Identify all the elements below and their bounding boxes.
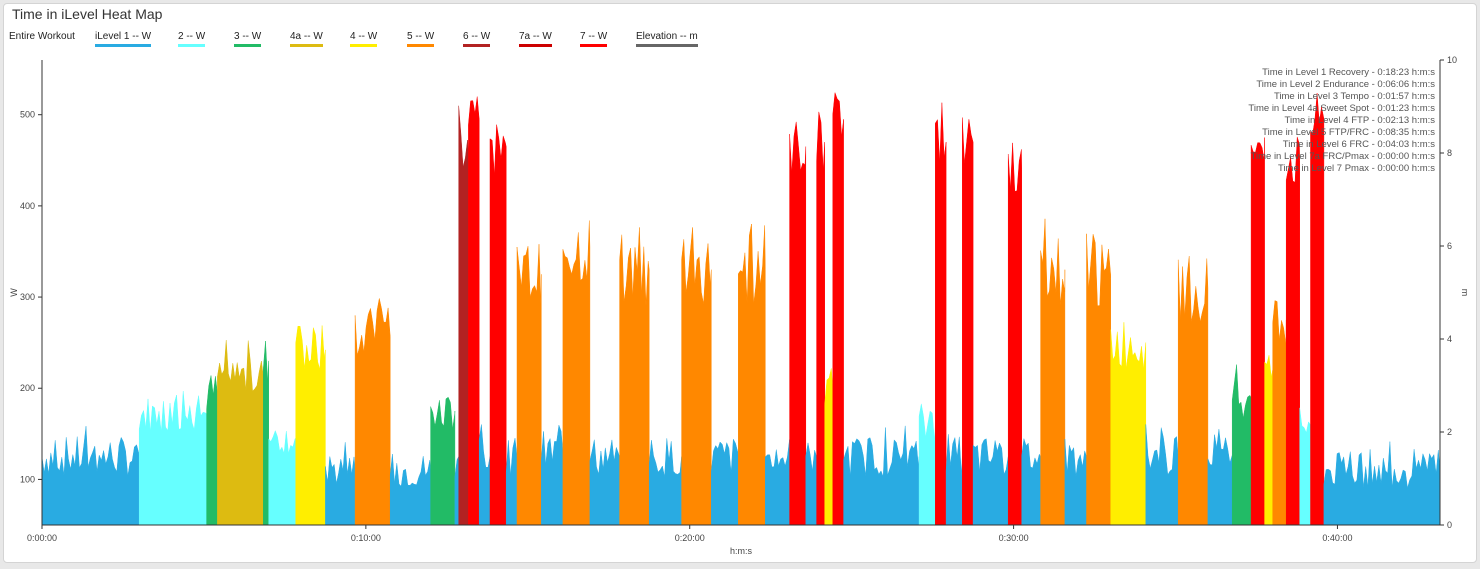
y2-axis-label: m: [1460, 289, 1470, 297]
power-segment-level-7: [1285, 136, 1300, 526]
power-segment-level-1: [1207, 429, 1233, 526]
summary-line: Time in Level 4a Sweet Spot - 0:01:23 h:…: [1248, 103, 1435, 114]
power-segment-level-1: [41, 426, 140, 526]
power-segment-level-7: [962, 117, 974, 526]
power-segment-level-1: [389, 454, 431, 526]
power-segment-level-1: [589, 439, 620, 526]
y-tick-label: 400: [20, 201, 35, 211]
power-segment-level-2: [268, 429, 296, 526]
y-tick-label: 500: [20, 110, 35, 120]
power-segment-level-5: [1086, 233, 1111, 526]
legend-item[interactable]: iLevel 1 -- W: [95, 31, 152, 47]
power-segment-level-7: [1250, 137, 1265, 526]
power-segment-level-5: [738, 223, 766, 526]
power-segment-level-5: [1177, 256, 1209, 526]
y-tick-label: 200: [20, 383, 35, 393]
power-segment-level-5: [354, 298, 391, 526]
power-segment-level-5: [562, 220, 591, 526]
power-segment-level-5: [1272, 300, 1287, 526]
power-segment-level-7: [489, 124, 507, 526]
power-segment-level-4: [1264, 355, 1273, 526]
legend-item[interactable]: 5 -- W: [407, 31, 435, 47]
legend-item[interactable]: 6 -- W: [463, 31, 491, 47]
summary-line: Time in Level 5 FTP/FRC - 0:08:35 h:m:s: [1262, 127, 1435, 138]
x-tick-label: 0:30:00: [999, 533, 1029, 543]
legend-item[interactable]: 7 -- W: [580, 31, 608, 47]
power-segment-level-1: [1323, 441, 1441, 526]
power-segment-level-1: [945, 434, 963, 526]
power-segment-level-1: [972, 438, 1009, 526]
chart-axes: 100 200 300 400 500 0 2 4 6 8 10 0:00:00 0:10:00 0:20…: [9, 55, 1470, 556]
legend-item[interactable]: 3 -- W: [234, 31, 262, 47]
legend-item[interactable]: 7a -- W: [519, 31, 552, 47]
power-segment-level-3: [263, 340, 269, 526]
y2-tick-label: 6: [1447, 241, 1452, 251]
legend-item[interactable]: 4 -- W: [350, 31, 378, 47]
power-segment-level-2: [138, 390, 207, 526]
legend-item[interactable]: 2 -- W: [178, 31, 206, 47]
power-segment-level-1: [1145, 424, 1179, 526]
power-segment-level-1: [1064, 439, 1087, 526]
power-segment-level-1: [711, 438, 739, 526]
summary-line: Time in Level 3 Tempo - 0:01:57 h:m:s: [1274, 91, 1435, 102]
y-axis-label: W: [9, 288, 19, 297]
power-segment-level-1: [648, 438, 682, 526]
y2-tick-label: 8: [1447, 148, 1452, 158]
power-segment-level-2: [1299, 407, 1311, 526]
workout-scope-label[interactable]: Entire Workout: [9, 31, 75, 42]
power-segment-level-3: [206, 375, 218, 526]
x-tick-label: 0:40:00: [1322, 533, 1352, 543]
power-segment-level-1: [478, 424, 491, 526]
panel-title: Time in iLevel Heat Map: [12, 6, 163, 22]
power-segment-level-3: [1231, 364, 1252, 526]
power-segment-level-1: [505, 438, 518, 526]
power-segment-level-4: [1110, 322, 1147, 526]
power-segment-level-1: [325, 442, 356, 526]
summary-line: Time in Level 4 FTP - 0:02:13 h:m:s: [1285, 115, 1436, 126]
power-segment-level-1: [1021, 438, 1041, 526]
y-tick-label: 100: [20, 474, 35, 484]
power-segment-level-1: [541, 425, 564, 526]
power-segment-level-4a: [217, 340, 264, 526]
power-segment-level-3: [430, 396, 456, 526]
power-segment-level-1: [843, 425, 920, 526]
y2-tick-label: 4: [1447, 334, 1452, 344]
power-segment-level-2: [918, 403, 936, 526]
legend-item[interactable]: 4a -- W: [290, 31, 323, 47]
summary-line: Time in Level 7 Pmax - 0:00:00 h:m:s: [1278, 163, 1435, 174]
power-segment-level-7: [935, 102, 947, 526]
summary-line: Time in Level 6 FRC - 0:04:03 h:m:s: [1283, 139, 1435, 150]
y2-tick-label: 10: [1447, 55, 1457, 65]
power-segment-level-5: [1040, 218, 1066, 526]
x-tick-label: 0:00:00: [27, 533, 57, 543]
power-segment-level-5: [681, 227, 712, 526]
x-tick-label: 0:20:00: [675, 533, 705, 543]
power-segment-level-7: [1310, 93, 1325, 526]
power-segment-level-7: [1007, 142, 1022, 526]
summary-line: Time in Level 2 Endurance - 0:06:06 h:m:…: [1256, 79, 1435, 90]
power-segment-level-6: [458, 105, 469, 526]
summary-line: Time in Level 7a FRC/Pmax - 0:00:00 h:m:…: [1251, 151, 1436, 162]
time-in-level-summary: Time in Level 1 Recovery - 0:18:23 h:m:s…: [1248, 67, 1435, 174]
y2-tick-label: 2: [1447, 427, 1452, 437]
power-segment-level-4: [824, 368, 834, 526]
power-segment-level-5: [619, 227, 650, 526]
power-segment-level-7: [832, 92, 844, 526]
power-segment-level-7: [816, 111, 825, 526]
y2-tick-label: 0: [1447, 520, 1452, 530]
summary-line: Time in Level 1 Recovery - 0:18:23 h:m:s: [1262, 67, 1435, 78]
power-segment-level-7: [789, 121, 807, 526]
power-segment-level-7: [468, 96, 480, 526]
power-segment-level-4: [295, 325, 326, 526]
legend-item[interactable]: Elevation -- m: [636, 31, 698, 47]
power-bars: [41, 92, 1441, 526]
x-axis-label: h:m:s: [730, 546, 753, 556]
power-segment-level-1: [454, 456, 459, 526]
x-tick-label: 0:10:00: [351, 533, 381, 543]
power-segment-level-1: [805, 442, 817, 526]
y-tick-label: 300: [20, 292, 35, 302]
power-segment-level-5: [516, 244, 542, 526]
power-segment-level-1: [765, 439, 790, 526]
